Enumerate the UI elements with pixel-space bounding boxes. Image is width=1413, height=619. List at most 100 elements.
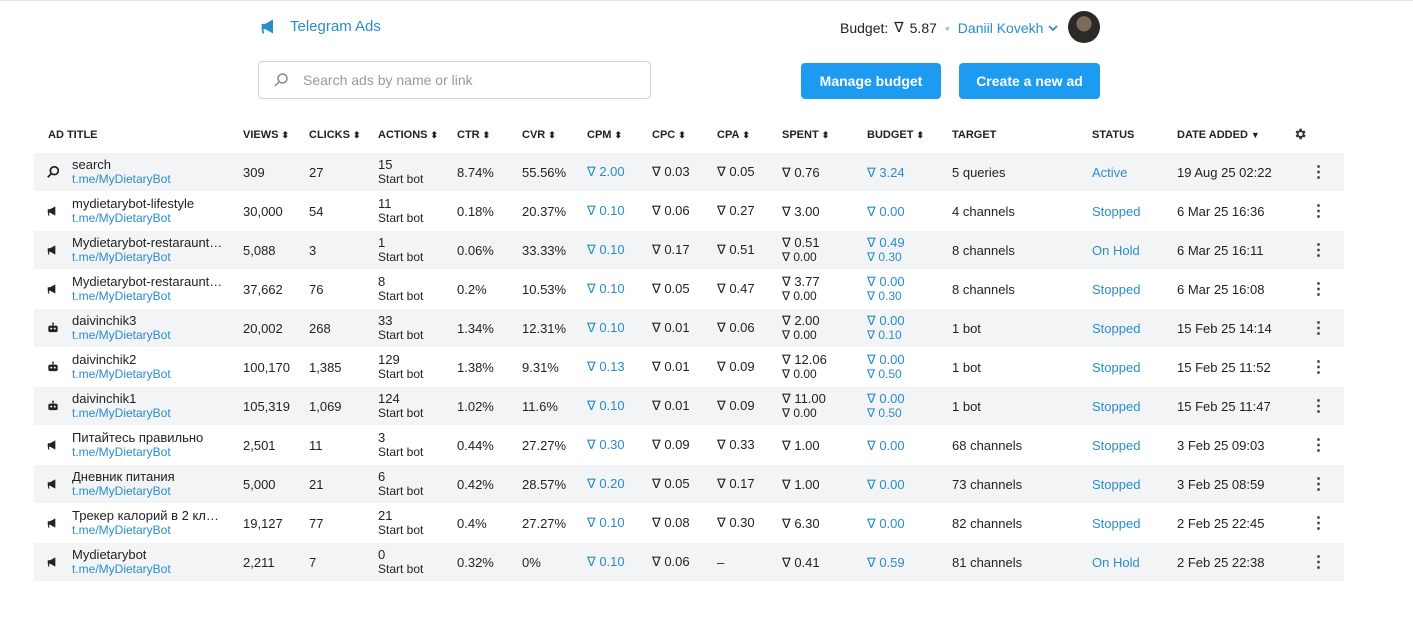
cell-status[interactable]: Stopped <box>1092 269 1177 309</box>
more-options-icon[interactable]: ⋮ <box>1310 515 1327 532</box>
cell-ad-title[interactable]: Mydietarybot-restaraunt… t.me/MyDietaryB… <box>34 230 243 270</box>
cell-ad-title[interactable]: daivinchik2 t.me/MyDietaryBot <box>34 347 243 387</box>
col-clicks[interactable]: CLICKS ⬍ <box>309 129 361 141</box>
cell-cpm[interactable]: ∇ 0.10 <box>587 386 652 426</box>
table-row[interactable]: Питайтесь правильно t.me/MyDietaryBot 2,… <box>34 425 1344 465</box>
row-menu-cell[interactable]: ⋮ <box>1293 230 1344 270</box>
settings-cell[interactable] <box>1293 118 1344 153</box>
create-ad-button[interactable]: Create a new ad <box>959 63 1100 99</box>
cell-status[interactable]: Stopped <box>1092 308 1177 348</box>
cell-status[interactable]: On Hold <box>1092 230 1177 270</box>
table-row[interactable]: search t.me/MyDietaryBot 309 27 15 Start … <box>34 152 1344 192</box>
cell-budget[interactable]: ∇ 3.24 <box>867 152 952 192</box>
cell-status[interactable]: Active <box>1092 152 1177 192</box>
table-row[interactable]: daivinchik2 t.me/MyDietaryBot 100,170 1,… <box>34 347 1344 387</box>
col-spent[interactable]: SPENT ⬍ <box>782 129 830 141</box>
table-row[interactable]: Mydietarybot-restaraunt… t.me/MyDietaryB… <box>34 269 1344 309</box>
search-box[interactable] <box>258 61 651 99</box>
col-actions[interactable]: ACTIONS ⬍ <box>378 129 439 141</box>
cell-budget[interactable]: ∇ 0.00 ∇ 0.50 <box>867 347 952 387</box>
cell-budget[interactable]: ∇ 0.49 ∇ 0.30 <box>867 230 952 270</box>
cell-status[interactable]: Stopped <box>1092 191 1177 231</box>
ad-link[interactable]: t.me/MyDietaryBot <box>72 328 171 342</box>
cell-cpm[interactable]: ∇ 0.10 <box>587 230 652 270</box>
ad-name[interactable]: Mydietarybot-restaraunt… <box>72 274 223 289</box>
search-input[interactable] <box>301 71 635 89</box>
cell-ad-title[interactable]: Mydietarybot-restaraunt… t.me/MyDietaryB… <box>34 269 243 309</box>
cell-budget[interactable]: ∇ 0.00 ∇ 0.10 <box>867 308 952 348</box>
more-options-icon[interactable]: ⋮ <box>1310 437 1327 454</box>
cell-budget[interactable]: ∇ 0.00 <box>867 464 952 504</box>
cell-cpm[interactable]: ∇ 0.10 <box>587 269 652 309</box>
ad-name[interactable]: Питайтесь правильно <box>72 430 204 445</box>
cell-budget[interactable]: ∇ 0.00 ∇ 0.50 <box>867 386 952 426</box>
cell-status[interactable]: Stopped <box>1092 425 1177 465</box>
ad-name[interactable]: Дневник питания <box>72 469 175 484</box>
row-menu-cell[interactable]: ⋮ <box>1293 464 1344 504</box>
more-options-icon[interactable]: ⋮ <box>1310 164 1327 181</box>
ad-name[interactable]: Mydietarybot-restaraunt… <box>72 235 223 250</box>
col-views[interactable]: VIEWS ⬍ <box>243 129 289 141</box>
col-date-added[interactable]: DATE ADDED ▼ <box>1177 129 1260 141</box>
cell-budget[interactable]: ∇ 0.59 <box>867 542 952 581</box>
cell-cpm[interactable]: ∇ 0.30 <box>587 425 652 465</box>
ad-link[interactable]: t.me/MyDietaryBot <box>72 211 171 225</box>
table-row[interactable]: Mydietarybot t.me/MyDietaryBot 2,211 7 0… <box>34 542 1344 581</box>
ad-name[interactable]: daivinchik1 <box>72 391 137 406</box>
cell-cpm[interactable]: ∇ 0.10 <box>587 308 652 348</box>
col-budget[interactable]: BUDGET ⬍ <box>867 129 924 141</box>
ad-name[interactable]: daivinchik2 <box>72 352 137 367</box>
col-cpc[interactable]: CPC ⬍ <box>652 129 686 141</box>
row-menu-cell[interactable]: ⋮ <box>1293 347 1344 387</box>
gear-icon[interactable] <box>1293 127 1307 141</box>
row-menu-cell[interactable]: ⋮ <box>1293 308 1344 348</box>
more-options-icon[interactable]: ⋮ <box>1310 242 1327 259</box>
cell-budget[interactable]: ∇ 0.00 <box>867 191 952 231</box>
ad-name[interactable]: mydietarybot-lifestyle <box>72 196 195 211</box>
ad-name[interactable]: Трекер калорий в 2 кл… <box>72 508 219 523</box>
cell-ad-title[interactable]: Питайтесь правильно t.me/MyDietaryBot <box>34 425 243 465</box>
ad-link[interactable]: t.me/MyDietaryBot <box>72 406 171 420</box>
brand-logo[interactable]: Telegram Ads <box>259 16 381 37</box>
more-options-icon[interactable]: ⋮ <box>1310 398 1327 415</box>
table-row[interactable]: Дневник питания t.me/MyDietaryBot 5,000 … <box>34 464 1344 504</box>
ad-link[interactable]: t.me/MyDietaryBot <box>72 484 171 498</box>
more-options-icon[interactable]: ⋮ <box>1310 281 1327 298</box>
table-row[interactable]: daivinchik3 t.me/MyDietaryBot 20,002 268… <box>34 308 1344 348</box>
col-cpm[interactable]: CPM ⬍ <box>587 129 622 141</box>
more-options-icon[interactable]: ⋮ <box>1310 476 1327 493</box>
cell-ad-title[interactable]: mydietarybot-lifestyle t.me/MyDietaryBot <box>34 191 243 231</box>
row-menu-cell[interactable]: ⋮ <box>1293 542 1344 581</box>
table-row[interactable]: Трекер калорий в 2 кл… t.me/MyDietaryBot… <box>34 503 1344 543</box>
cell-ad-title[interactable]: daivinchik1 t.me/MyDietaryBot <box>34 386 243 426</box>
row-menu-cell[interactable]: ⋮ <box>1293 152 1344 192</box>
cell-cpm[interactable]: ∇ 0.10 <box>587 191 652 231</box>
row-menu-cell[interactable]: ⋮ <box>1293 425 1344 465</box>
cell-ad-title[interactable]: Трекер калорий в 2 кл… t.me/MyDietaryBot <box>34 503 243 543</box>
ad-link[interactable]: t.me/MyDietaryBot <box>72 367 171 381</box>
ad-link[interactable]: t.me/MyDietaryBot <box>72 250 171 264</box>
cell-budget[interactable]: ∇ 0.00 <box>867 425 952 465</box>
more-options-icon[interactable]: ⋮ <box>1310 320 1327 337</box>
cell-budget[interactable]: ∇ 0.00 <box>867 503 952 543</box>
user-menu[interactable]: Daniil Kovekh <box>958 20 1060 36</box>
cell-status[interactable]: Stopped <box>1092 347 1177 387</box>
ad-link[interactable]: t.me/MyDietaryBot <box>72 445 171 459</box>
cell-status[interactable]: Stopped <box>1092 386 1177 426</box>
table-row[interactable]: daivinchik1 t.me/MyDietaryBot 105,319 1,… <box>34 386 1344 426</box>
table-row[interactable]: Mydietarybot-restaraunt… t.me/MyDietaryB… <box>34 230 1344 270</box>
col-ctr[interactable]: CTR ⬍ <box>457 129 491 141</box>
ad-name[interactable]: Mydietarybot <box>72 547 147 562</box>
cell-cpm[interactable]: ∇ 0.13 <box>587 347 652 387</box>
cell-status[interactable]: On Hold <box>1092 542 1177 581</box>
cell-cpm[interactable]: ∇ 0.20 <box>587 464 652 504</box>
row-menu-cell[interactable]: ⋮ <box>1293 503 1344 543</box>
manage-budget-button[interactable]: Manage budget <box>801 63 941 99</box>
col-cvr[interactable]: CVR ⬍ <box>522 129 556 141</box>
cell-ad-title[interactable]: Mydietarybot t.me/MyDietaryBot <box>34 542 243 581</box>
cell-cpm[interactable]: ∇ 0.10 <box>587 542 652 581</box>
cell-status[interactable]: Stopped <box>1092 503 1177 543</box>
ad-link[interactable]: t.me/MyDietaryBot <box>72 562 171 576</box>
col-cpa[interactable]: CPA ⬍ <box>717 129 750 141</box>
cell-ad-title[interactable]: Дневник питания t.me/MyDietaryBot <box>34 464 243 504</box>
